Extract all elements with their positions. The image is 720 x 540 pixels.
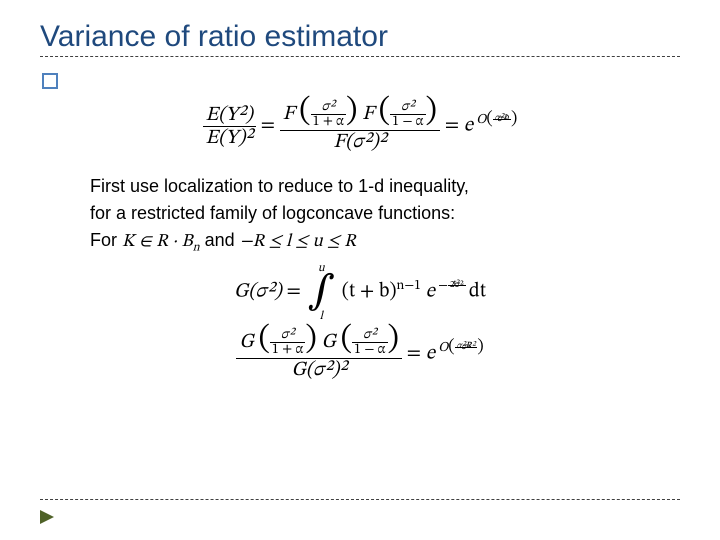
bullet-square-icon	[42, 73, 58, 89]
eq1-F-right: F	[362, 104, 374, 124]
eq1-rhs-O: O	[476, 114, 486, 127]
eqG2-GR: G	[322, 332, 336, 352]
eqG2-GL: G	[239, 332, 253, 352]
eqG2-rhs-O: O	[438, 342, 448, 355]
line3-range: −R ≤ l ≤ u ≤ R	[240, 233, 356, 251]
eq1-mid-den: F(σ²)²	[334, 132, 387, 152]
eqG-expneg: −	[438, 280, 448, 293]
text-line-1: First use localization to reduce to 1-d …	[90, 176, 680, 197]
eqG2-left-den: 1 + α	[270, 342, 305, 357]
eqG-lhs: G(σ²)	[234, 282, 282, 302]
eq1-lhs-num: E(Y²)	[206, 105, 253, 125]
slide: Variance of ratio estimator E(Y²) E(Y)² …	[0, 0, 720, 540]
equation-1: E(Y²) E(Y)² = F ( σ² 1 + α ) F ( σ² 1 − …	[40, 100, 680, 152]
line3-prefix: For	[90, 230, 122, 250]
play-icon	[40, 510, 54, 524]
integral-icon: u ∫ l	[308, 262, 335, 322]
eqG-expbase: e	[426, 282, 435, 302]
eq1-inner2-den: 1 − α	[390, 114, 425, 129]
eqG2-right-den: 1 − α	[352, 342, 387, 357]
eq1-inner1-den: 1 + α	[311, 114, 346, 129]
eq1-inner2-num: σ²	[390, 100, 425, 114]
equation-G: G(σ²) = u ∫ l (t + b)n−1 e − t² 2σ² dt	[40, 262, 680, 322]
bottom-divider	[40, 499, 680, 500]
eq1-inner1-num: σ²	[311, 100, 346, 114]
eqG-integrand-base: (t + b)	[342, 282, 397, 302]
text-line-2: for a restricted family of logconcave fu…	[90, 203, 680, 224]
line3-and: and	[200, 230, 240, 250]
eqG2-rhs-base: e	[426, 344, 435, 364]
eq1-rhs-base: e	[464, 116, 473, 136]
eqG2-lhs-den: G(σ²)²	[291, 360, 346, 380]
eq1-F-left: F	[283, 104, 295, 124]
eqG-dt: dt	[469, 282, 486, 302]
line3-kin: K ∈ R · B	[122, 233, 193, 251]
page-title: Variance of ratio estimator	[40, 20, 680, 54]
eq1-lhs-den: E(Y)²	[206, 128, 253, 148]
equation-G-ratio: G ( σ² 1 + α ) G ( σ² 1 − α ) G(σ²)² = e…	[40, 328, 680, 380]
eqG2-left-num: σ²	[270, 328, 305, 342]
eqG-integrand-exp: n−1	[397, 280, 421, 293]
line3-ksub: n	[193, 242, 200, 254]
eqG-expden: 2σ²	[448, 285, 466, 286]
title-divider	[40, 56, 680, 57]
eqG-eq: =	[287, 282, 306, 302]
text-line-3: For K ∈ R · Bn and −R ≤ l ≤ u ≤ R	[90, 230, 680, 254]
eqG2-right-num: σ²	[352, 328, 387, 342]
